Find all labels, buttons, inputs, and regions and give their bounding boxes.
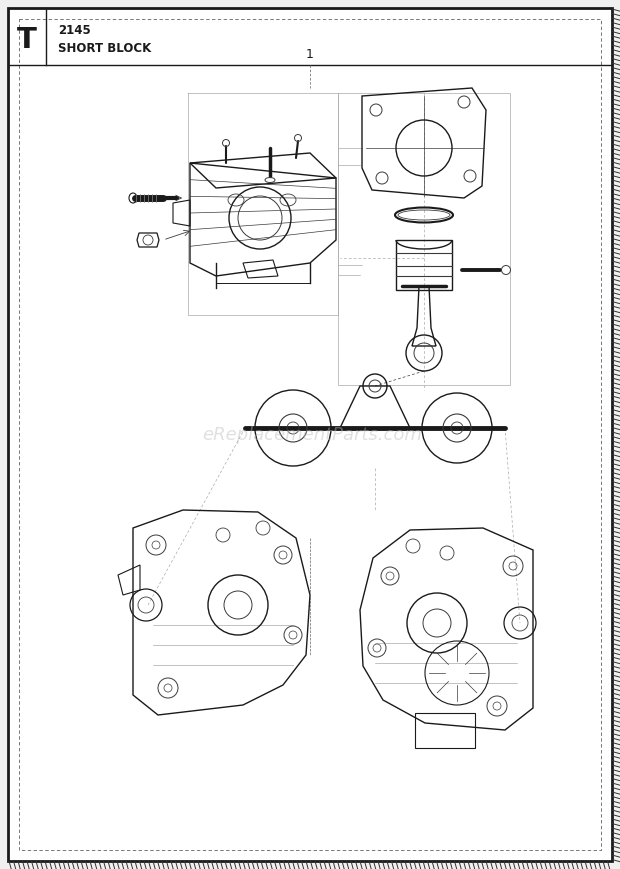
Text: eReplacementParts.com: eReplacementParts.com (202, 426, 422, 444)
Bar (396, 240, 452, 290)
Text: 2145: 2145 (58, 24, 91, 37)
Text: SHORT BLOCK: SHORT BLOCK (58, 42, 151, 55)
Text: T: T (17, 26, 37, 54)
Text: 1: 1 (306, 49, 314, 62)
